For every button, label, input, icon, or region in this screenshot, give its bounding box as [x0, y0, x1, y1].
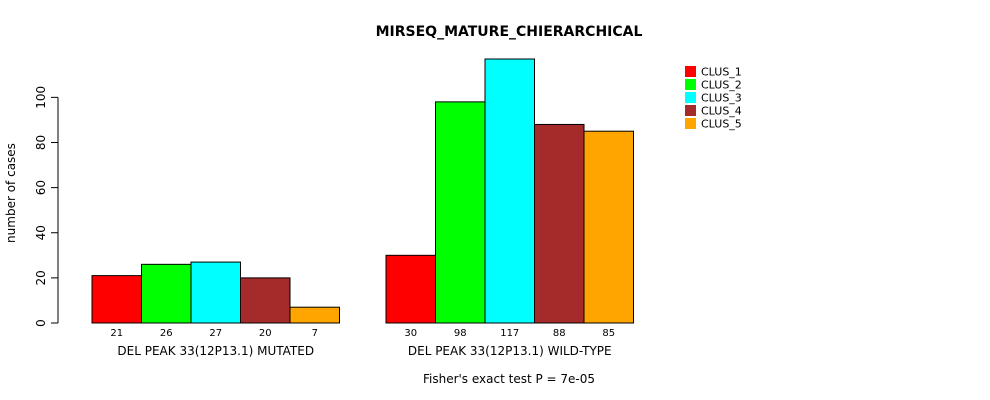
bar-value-label: 26: [160, 328, 173, 339]
bar-value-label: 30: [404, 328, 417, 339]
bar-clus-5-group-2: [583, 130, 634, 324]
bar-value-label: 7: [312, 328, 318, 339]
legend-swatch: [685, 105, 696, 116]
bar-clus-3-group-1: [190, 261, 241, 324]
legend-swatch: [685, 118, 696, 129]
fisher-test-footnote: Fisher's exact test P = 7e-05: [423, 372, 595, 386]
group-label-1: DEL PEAK 33(12P13.1) MUTATED: [117, 344, 314, 358]
y-axis: 0 20 40 60 80 100: [34, 86, 59, 327]
bar-value-label: 88: [553, 328, 566, 339]
y-tick-label: 40: [34, 225, 48, 240]
y-tick-label: 20: [34, 270, 48, 285]
legend-label: CLUS_1: [701, 66, 742, 79]
group-label-2: DEL PEAK 33(12P13.1) WILD-TYPE: [408, 344, 612, 358]
bar-value-label: 20: [259, 328, 272, 339]
bar-clus-3-group-2: [484, 58, 535, 324]
legend-label: CLUS_4: [701, 105, 742, 118]
bar-clus-2-group-1: [141, 263, 192, 324]
bars-layer: [91, 58, 634, 324]
legend-label: CLUS_3: [701, 92, 742, 105]
bar-value-label: 85: [602, 328, 615, 339]
legend-label: CLUS_2: [701, 79, 742, 92]
legend-swatch: [685, 66, 696, 77]
bar-clus-1-group-1: [91, 275, 142, 324]
bar-clus-4-group-2: [534, 123, 585, 324]
bar-value-label: 98: [454, 328, 467, 339]
bar-value-label: 21: [110, 328, 123, 339]
bar-value-label: 117: [500, 328, 519, 339]
legend-swatch: [685, 92, 696, 103]
y-axis-label: number of cases: [4, 143, 18, 243]
y-tick-label: 0: [34, 319, 48, 327]
y-tick-label: 80: [34, 135, 48, 150]
bar-clus-1-group-2: [385, 254, 436, 324]
legend-label: CLUS_5: [701, 118, 742, 131]
bar-value-labels: 21 26 27 20 7 30 98 117 88 85: [110, 328, 615, 339]
bar-clus-5-group-1: [289, 306, 340, 324]
group-labels: DEL PEAK 33(12P13.1) MUTATED DEL PEAK 33(…: [117, 344, 611, 358]
bar-value-label: 27: [209, 328, 222, 339]
bar-clus-2-group-2: [435, 101, 486, 324]
chart-title: MIRSEQ_MATURE_CHIERARCHICAL: [376, 24, 643, 40]
y-tick-label: 100: [34, 86, 48, 109]
legend-swatch: [685, 79, 696, 90]
y-tick-label: 60: [34, 180, 48, 195]
bar-clus-4-group-1: [240, 277, 291, 324]
